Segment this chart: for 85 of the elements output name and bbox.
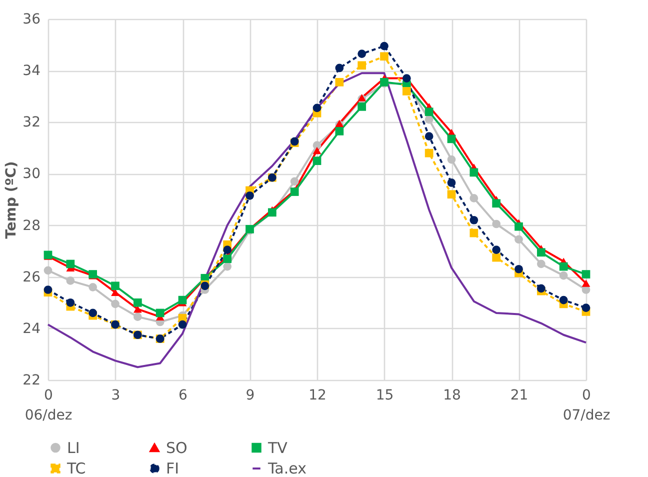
point [335,78,344,86]
point [582,304,590,312]
legend-label: LI [67,438,80,457]
line-series [47,72,587,368]
point [178,320,187,329]
point [312,156,322,166]
x-tick-label: 21 [510,388,528,404]
x-tick-label: 15 [376,388,394,404]
point [380,52,388,61]
point [358,61,366,70]
point [536,260,546,268]
point [447,178,456,187]
point [514,264,523,274]
point [88,308,98,318]
point [559,271,568,280]
x-tick-label: 3 [111,388,120,404]
legend-label: TV [267,438,288,457]
point [536,248,546,257]
x-tick-label: 6 [178,388,188,404]
y-tick-label: 34 [22,63,41,80]
x-tick-label: 0 06/dez [24,388,72,424]
x-tick-label: 12 [308,388,326,404]
point [559,296,568,304]
point [559,262,568,271]
point [470,228,478,238]
y-tick-label: 32 [22,114,40,131]
point [358,102,366,111]
point [380,42,388,50]
y-tick-label: 30 [22,166,40,182]
point [358,50,366,58]
point [424,148,434,158]
point [447,134,456,144]
y-axis-title: Temp (ºC) [4,161,20,239]
point [582,280,590,287]
point [223,254,232,263]
point [470,216,478,224]
point [111,282,120,290]
point [536,284,546,293]
point [470,194,478,202]
point [66,260,75,268]
point [223,246,232,254]
y-tick-label: 26 [22,269,41,286]
point [312,104,322,112]
y-tick-label: 28 [22,218,40,234]
point [335,64,344,72]
point [66,298,75,307]
point [178,296,187,304]
legend-label: FI [166,460,180,477]
point [66,276,75,285]
y-tick-label: 22 [22,372,40,388]
point [492,199,501,208]
point [424,132,434,140]
point [156,308,164,318]
point [111,300,120,308]
point [402,87,411,96]
x-tick-label: 0 07/dez [562,388,610,424]
y-tick-label: 36 [22,12,41,28]
legend-label: SO [166,438,188,457]
point [44,286,52,294]
point [582,270,590,278]
point [312,141,322,150]
point [492,253,501,262]
point [223,262,232,271]
point [133,298,142,307]
point [447,190,456,199]
point [424,115,434,124]
point [88,282,98,292]
point [246,191,254,200]
point [133,312,142,321]
point [290,177,299,186]
point [44,266,52,275]
point [492,246,501,254]
x-tick-label: 18 [443,388,461,404]
point [514,222,523,231]
y-tick-label: 24 [22,320,41,337]
point [514,235,523,244]
legend-label: TC [66,460,86,477]
point [447,155,456,164]
point [335,126,344,136]
point [492,220,501,228]
x-tick-label: 9 [246,388,255,404]
point [312,146,322,154]
legend-label: Ta.ex [267,460,307,477]
point [424,108,434,116]
point [470,168,478,177]
